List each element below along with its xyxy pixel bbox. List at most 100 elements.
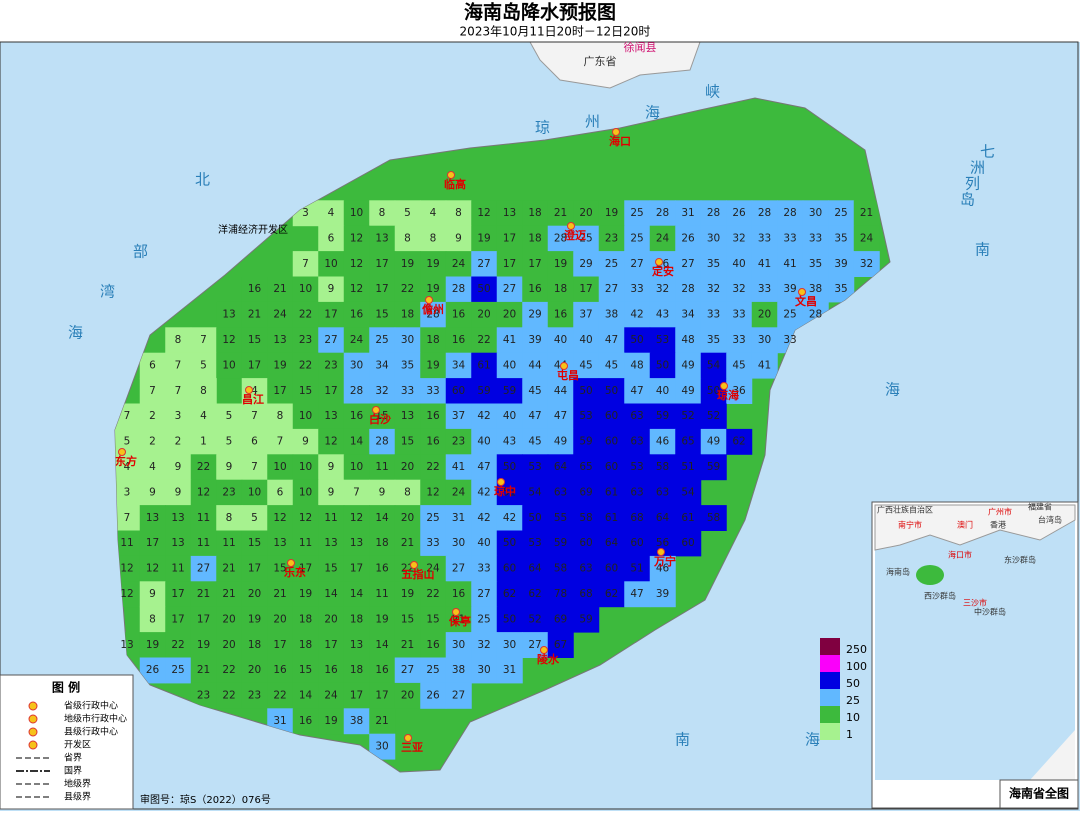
grid-cell xyxy=(318,479,345,506)
grid-cell xyxy=(216,657,243,684)
grid-value: 16 xyxy=(426,639,440,651)
grid-value: 21 xyxy=(554,207,567,219)
grid-value: 58 xyxy=(554,563,567,575)
grid-cell xyxy=(241,505,268,531)
grid-cell xyxy=(649,301,676,328)
grid-cell xyxy=(573,606,600,633)
grid-value: 16 xyxy=(350,410,364,422)
grid-cell xyxy=(624,200,651,227)
grid-cell xyxy=(726,225,753,252)
grid-cell xyxy=(292,632,319,658)
grid-value: 30 xyxy=(375,740,388,752)
grid-value: 7 xyxy=(353,486,360,498)
grid-cell xyxy=(624,428,651,455)
grid-value: 27 xyxy=(324,334,337,346)
grid-cell xyxy=(777,251,804,277)
grid-value: 64 xyxy=(605,537,619,549)
grid-value: 59 xyxy=(503,385,516,397)
inset-label: 东沙群岛 xyxy=(1004,555,1036,565)
grid-cell xyxy=(828,225,855,252)
grid-value: 23 xyxy=(324,359,337,371)
city-label: 白沙 xyxy=(369,412,391,426)
grid-value: 47 xyxy=(477,461,490,473)
grid-cell xyxy=(139,606,166,633)
grid-value: 17 xyxy=(503,232,516,244)
grid-cell xyxy=(522,200,549,227)
grid-cell xyxy=(573,225,600,252)
grid-value: 60 xyxy=(605,461,618,473)
grid-cell xyxy=(649,403,676,430)
grid-cell xyxy=(241,403,268,430)
grid-value: 56 xyxy=(656,537,670,549)
grid-cell xyxy=(649,479,676,506)
grid-cell xyxy=(216,479,243,506)
grid-cell xyxy=(292,708,319,735)
grid-cell xyxy=(241,276,268,303)
grid-cell xyxy=(675,251,702,277)
grid-value: 17 xyxy=(248,563,261,575)
grid-cell xyxy=(369,479,396,506)
grid-value: 19 xyxy=(477,232,490,244)
legend-symbol xyxy=(28,714,38,724)
grid-value: 63 xyxy=(630,486,643,498)
grid-cell xyxy=(598,530,625,557)
grid-cell xyxy=(496,327,523,354)
city-label: 昌江 xyxy=(242,392,264,406)
city-label: 万宁 xyxy=(653,554,676,568)
grid-cell xyxy=(292,403,319,430)
grid-cell xyxy=(165,352,192,379)
grid-cell xyxy=(190,403,217,430)
grid-value: 17 xyxy=(324,385,337,397)
grid-cells xyxy=(115,200,880,760)
grid-value: 20 xyxy=(248,664,261,676)
grid-value: 69 xyxy=(554,613,567,625)
city-marker xyxy=(425,296,433,304)
grid-value: 53 xyxy=(630,461,643,473)
grid-cell xyxy=(369,555,396,582)
grid-value: 17 xyxy=(273,639,286,651)
grid-value: 19 xyxy=(197,639,210,651)
grid-value: 10 xyxy=(299,410,312,422)
grid-cell xyxy=(115,530,141,557)
grid-cell xyxy=(216,428,243,455)
grid-cell xyxy=(267,301,294,328)
grid-cell xyxy=(547,530,574,557)
zone-label: 洋浦经济开发区 xyxy=(218,223,288,236)
grid-cell xyxy=(675,301,702,328)
grid-cell xyxy=(165,454,192,481)
grid-value: 3 xyxy=(302,207,309,219)
grid-value: 33 xyxy=(783,232,796,244)
grid-cell xyxy=(573,301,600,328)
grid-value: 20 xyxy=(401,690,414,702)
grid-cell xyxy=(318,555,345,582)
grid-value: 25 xyxy=(605,258,618,270)
grid-cell xyxy=(369,327,396,354)
grid-value: 24 xyxy=(860,232,874,244)
grid-value: 25 xyxy=(426,512,439,524)
grid-value: 10 xyxy=(248,486,261,498)
grid-value: 8 xyxy=(379,207,386,219)
grid-cell xyxy=(241,606,268,633)
grid-value: 33 xyxy=(758,283,771,295)
grid-value: 59 xyxy=(656,410,669,422)
grid-value: 42 xyxy=(477,512,490,524)
grid-value: 10 xyxy=(324,258,337,270)
grid-cell xyxy=(190,530,217,557)
grid-cell xyxy=(751,200,778,227)
grid-cell xyxy=(496,276,523,303)
grid-cell xyxy=(471,327,498,354)
grid-value: 50 xyxy=(503,537,516,549)
grid-value: 31 xyxy=(452,512,465,524)
grid-cell xyxy=(190,352,217,379)
title: 海南岛降水预报图 xyxy=(464,1,616,24)
grid-value: 6 xyxy=(328,232,335,244)
grid-value: 11 xyxy=(324,512,337,524)
grid-cell xyxy=(267,454,294,481)
grid-value: 20 xyxy=(758,309,771,321)
grid-cell xyxy=(853,251,880,277)
grid-cell xyxy=(573,428,600,455)
city-marker xyxy=(567,222,575,230)
grid-cell xyxy=(522,276,549,303)
grid-cell xyxy=(241,352,268,379)
grid-cell xyxy=(216,682,243,709)
